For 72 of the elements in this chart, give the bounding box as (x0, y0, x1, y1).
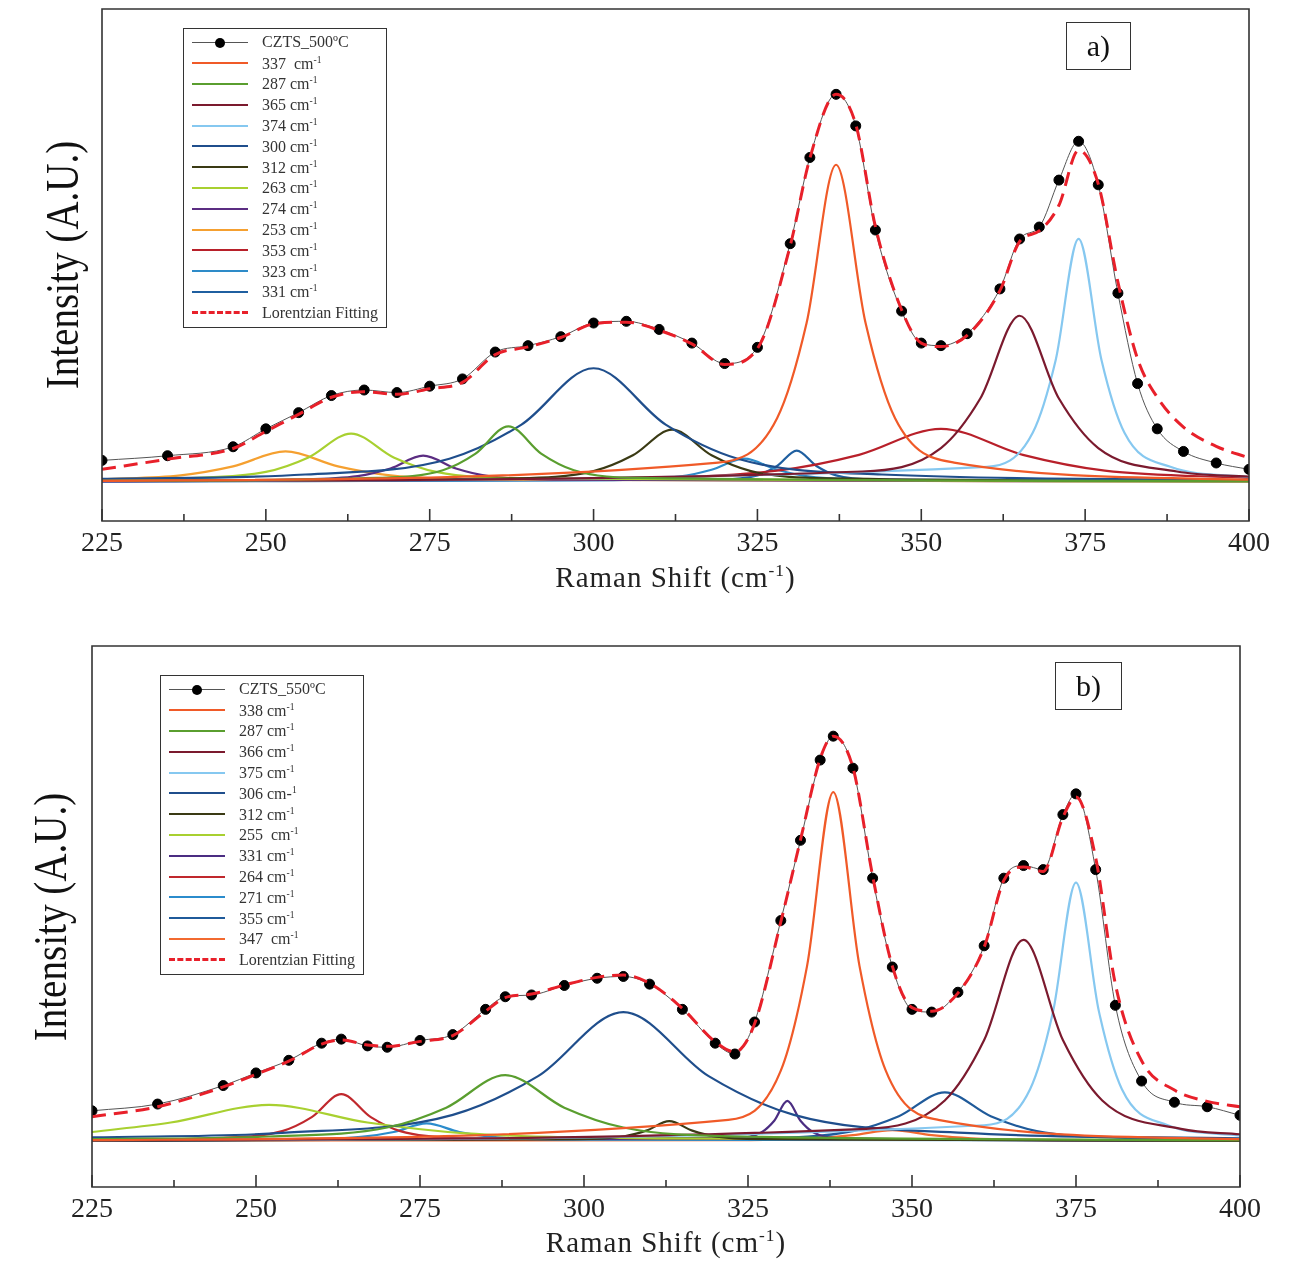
x-tick-label: 250 (235, 1192, 277, 1224)
legend-label: 312 cm$^{-1}$ (262, 157, 318, 177)
x-tick-label: 275 (399, 1192, 441, 1224)
x-tick-label: 225 (81, 526, 123, 558)
x-tick-label: 325 (727, 1192, 769, 1224)
x-tick-label: 400 (1228, 526, 1270, 558)
text: a) (1065, 22, 1131, 70)
legend-label: 365 cm$^{-1}$ (262, 95, 318, 115)
legend-label: 331 cm$^{-1}$ (262, 282, 318, 302)
point (588, 317, 600, 329)
legend-label: 253 cm$^{-1}$ (262, 219, 318, 240)
legend-label: 375 cm$^{-1}$ (239, 762, 295, 783)
legend-label: CZTS_550ºC (239, 680, 326, 699)
legend-label: 287 cm$^{-1}$ (262, 74, 318, 94)
x-tick-label: 325 (736, 526, 779, 558)
legend-label: 274 cm$^{-1}$ (262, 199, 318, 219)
x-tick-label: 250 (244, 526, 287, 558)
y-axis-title: Intensity (A.U.) (23, 792, 77, 1041)
legend-label: 263 cm$^{-1}$ (262, 178, 318, 198)
legend-label: 255 cm$^{-1}$ (239, 825, 299, 845)
x-tick-label: 350 (891, 1192, 933, 1224)
point (869, 224, 881, 236)
x-tick-label: 300 (563, 1192, 605, 1224)
legend-label: 331 cm$^{-1}$ (239, 846, 295, 866)
point (1053, 174, 1065, 186)
x-tick-label: 375 (1055, 1192, 1097, 1224)
legend-label: Lorentzian Fitting (239, 950, 355, 969)
legend-label: 338 cm$^{-1}$ (239, 700, 295, 720)
point (653, 323, 665, 335)
x-tick-label: 375 (1064, 526, 1107, 558)
legend-label: 287 cm$^{-1}$ (239, 721, 295, 741)
legend-label: CZTS_500ºC (262, 33, 349, 52)
legend-label: Lorentzian Fitting (262, 303, 378, 322)
legend-label: 323 cm$^{-1}$ (262, 261, 318, 281)
x-tick-label: 400 (1219, 1192, 1261, 1224)
legend-label: 271 cm$^{-1}$ (239, 887, 295, 908)
point (847, 762, 859, 774)
point (644, 978, 656, 990)
legend-label: 353 cm$^{-1}$ (262, 240, 318, 261)
point (260, 423, 272, 435)
point (1168, 1096, 1180, 1108)
x-tick-label: 350 (900, 526, 943, 558)
point (1109, 999, 1121, 1011)
x-tick-label: 275 (408, 526, 451, 558)
point (1210, 457, 1222, 469)
point (1033, 221, 1045, 233)
x-tick-label: 225 (71, 1192, 113, 1224)
point (729, 1048, 741, 1060)
legend-label: 347 cm$^{-1}$ (239, 929, 299, 949)
point (1132, 378, 1144, 390)
x-axis-title: Raman Shift (cm$^{-1}$) (555, 560, 796, 594)
legend-label: 264 cm$^{-1}$ (239, 866, 295, 887)
x-tick-label: 300 (572, 526, 615, 558)
point (558, 979, 570, 991)
point (1136, 1075, 1148, 1087)
legend-label: 300 cm$^{-1}$ (262, 136, 318, 157)
point (1177, 445, 1189, 457)
legend-label: 366 cm$^{-1}$ (239, 742, 295, 762)
point (250, 1067, 262, 1079)
point (1151, 423, 1163, 435)
legend-label: 374 cm$^{-1}$ (262, 115, 318, 136)
legend-label: 337 cm$^{-1}$ (262, 53, 322, 73)
legend-label: 312 cm$^{-1}$ (239, 804, 295, 824)
legend-label: 306 cm-$^{1}$ (239, 783, 297, 804)
legend-label: 355 cm$^{-1}$ (239, 908, 295, 928)
x-axis-title: Raman Shift (cm$^{-1}$) (545, 1225, 787, 1259)
y-axis-title: Intensity (A.U.) (35, 140, 89, 390)
point (709, 1037, 721, 1049)
point (1201, 1101, 1213, 1113)
point (1073, 135, 1085, 147)
text: b) (1055, 662, 1122, 710)
point (1070, 788, 1082, 800)
